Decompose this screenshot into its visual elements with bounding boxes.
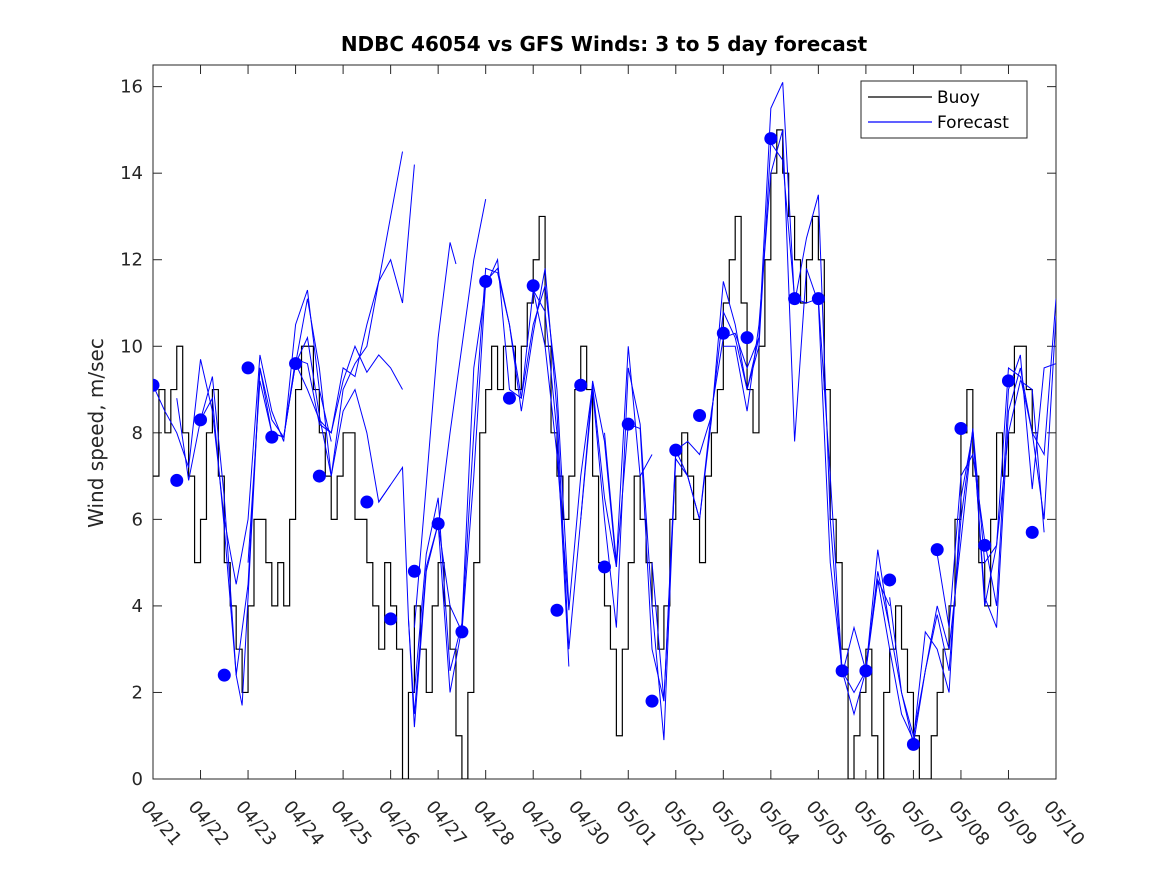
forecast-marker xyxy=(153,378,160,392)
forecast-marker xyxy=(194,413,208,427)
forecast-marker xyxy=(217,668,231,682)
forecast-marker xyxy=(954,421,968,435)
forecast-marker xyxy=(550,603,564,617)
axes-box xyxy=(152,64,1057,780)
legend-forecast-label: Forecast xyxy=(937,113,1009,133)
forecast-marker xyxy=(693,409,707,423)
forecast-marker xyxy=(431,517,445,531)
forecast-marker xyxy=(669,443,683,457)
forecast-line xyxy=(936,354,1056,628)
forecast-marker xyxy=(764,132,778,146)
y-tick-label: 0 xyxy=(132,769,143,790)
legend-buoy-label: Buoy xyxy=(937,88,980,108)
forecast-marker xyxy=(930,543,944,557)
legend-box xyxy=(860,80,1028,139)
forecast-line xyxy=(153,289,332,585)
forecast-marker xyxy=(978,538,992,552)
forecast-marker xyxy=(479,274,493,288)
forecast-marker xyxy=(621,417,635,431)
forecast-marker xyxy=(384,612,398,626)
forecast-marker xyxy=(811,292,825,306)
forecast-marker xyxy=(265,430,279,444)
forecast-marker xyxy=(598,560,611,574)
forecast-marker xyxy=(1025,525,1039,539)
y-axis-label: Wind speed, m/sec xyxy=(84,338,108,528)
y-tick-label: 8 xyxy=(132,423,143,444)
forecast-marker xyxy=(170,473,184,487)
forecast-line xyxy=(413,242,457,628)
forecast-marker xyxy=(883,573,897,587)
y-tick-label: 4 xyxy=(132,596,143,617)
forecast-marker xyxy=(788,292,802,306)
forecast-line xyxy=(865,315,1056,742)
legend: Buoy Forecast xyxy=(860,80,1028,139)
forecast-line xyxy=(723,129,891,716)
forecast-line xyxy=(378,267,570,728)
y-tick-label: 14 xyxy=(120,163,143,184)
forecast-marker xyxy=(360,495,374,509)
forecast-line xyxy=(604,346,653,563)
forecast-marker xyxy=(574,378,588,392)
data-layer xyxy=(153,82,1056,779)
forecast-marker xyxy=(835,664,849,678)
y-tick-label: 12 xyxy=(120,250,143,271)
forecast-line xyxy=(889,298,1056,736)
y-tick-label: 2 xyxy=(132,682,143,703)
forecast-marker xyxy=(289,357,303,371)
y-tick-label: 6 xyxy=(132,509,143,530)
y-tick-label: 10 xyxy=(120,336,143,357)
chart-title: NDBC 46054 vs GFS Winds: 3 to 5 day fore… xyxy=(341,32,868,56)
forecast-marker xyxy=(407,564,421,578)
forecast-marker xyxy=(906,737,920,751)
forecast-marker xyxy=(312,469,326,483)
forecast-marker xyxy=(502,391,516,405)
forecast-marker xyxy=(716,326,730,340)
buoy-line xyxy=(153,129,1039,779)
forecast-line xyxy=(437,199,487,529)
forecast-marker xyxy=(645,694,659,708)
forecast-marker xyxy=(1001,374,1015,388)
forecast-marker xyxy=(526,279,540,293)
forecast-marker xyxy=(455,625,469,639)
forecast-line xyxy=(841,380,1045,745)
forecast-line xyxy=(295,344,403,434)
y-tick-label: 16 xyxy=(120,77,143,98)
forecast-line xyxy=(710,82,891,676)
forecast-marker xyxy=(740,331,754,345)
forecast-marker xyxy=(241,361,255,375)
forecast-marker xyxy=(859,664,873,678)
